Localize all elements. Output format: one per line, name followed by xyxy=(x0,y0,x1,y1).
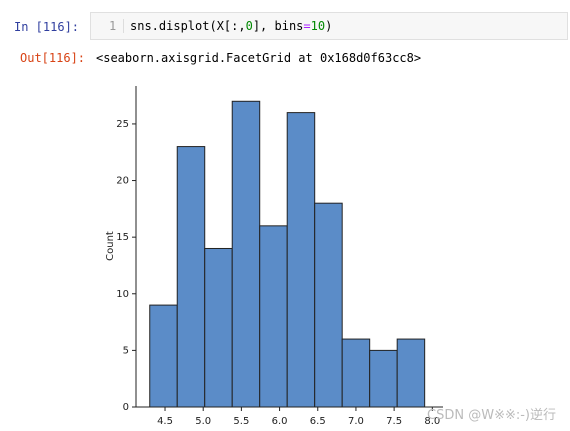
x-tick-label: 4.5 xyxy=(157,416,173,427)
y-axis-label: Count xyxy=(105,231,116,261)
output-text: <seaborn.axisgrid.FacetGrid at 0x168d0f6… xyxy=(96,51,422,65)
code: sns.displot(X[:,0], bins=10) xyxy=(123,19,332,33)
x-tick-label: 7.5 xyxy=(386,416,402,427)
x-tick-label: 6.5 xyxy=(310,416,326,427)
code-token: sns.displot(X[:, xyxy=(130,19,246,33)
bar xyxy=(176,146,206,408)
code-token: 10 xyxy=(310,19,326,33)
x-tick-label: 7.0 xyxy=(348,416,364,427)
x-tick-label: 5.5 xyxy=(233,416,249,427)
code-cell[interactable]: 1 sns.displot(X[:,0], bins=10) xyxy=(90,12,568,40)
code-token: = xyxy=(303,19,311,33)
code-token: 0 xyxy=(245,19,253,33)
y-tick-label: 0 xyxy=(123,402,129,413)
bar xyxy=(149,304,178,408)
bar xyxy=(314,202,343,408)
y-tick-label: 25 xyxy=(116,119,129,130)
code-token: ) xyxy=(325,19,333,33)
bar xyxy=(231,100,261,408)
y-tick-label: 5 xyxy=(123,345,129,356)
y-tick-label: 10 xyxy=(116,289,129,300)
line-number: 1 xyxy=(109,19,117,33)
y-tick-label: 20 xyxy=(116,176,129,187)
bar xyxy=(341,338,371,408)
x-tick-label: 5.0 xyxy=(195,416,211,427)
bar xyxy=(259,225,288,408)
out-prompt: Out[116]: xyxy=(20,51,86,65)
y-tick-label: 15 xyxy=(116,232,129,243)
code-token: ], bins xyxy=(252,19,304,33)
x-tick-label: 6.0 xyxy=(272,416,288,427)
bar xyxy=(204,247,233,408)
bar xyxy=(396,338,426,408)
in-prompt: In [116]: xyxy=(14,20,80,34)
x-tick-label: 8.0 xyxy=(424,416,440,427)
bar xyxy=(286,112,316,408)
bar xyxy=(369,349,398,408)
watermark: CSDN @W※※:-)逆行 xyxy=(427,408,556,423)
